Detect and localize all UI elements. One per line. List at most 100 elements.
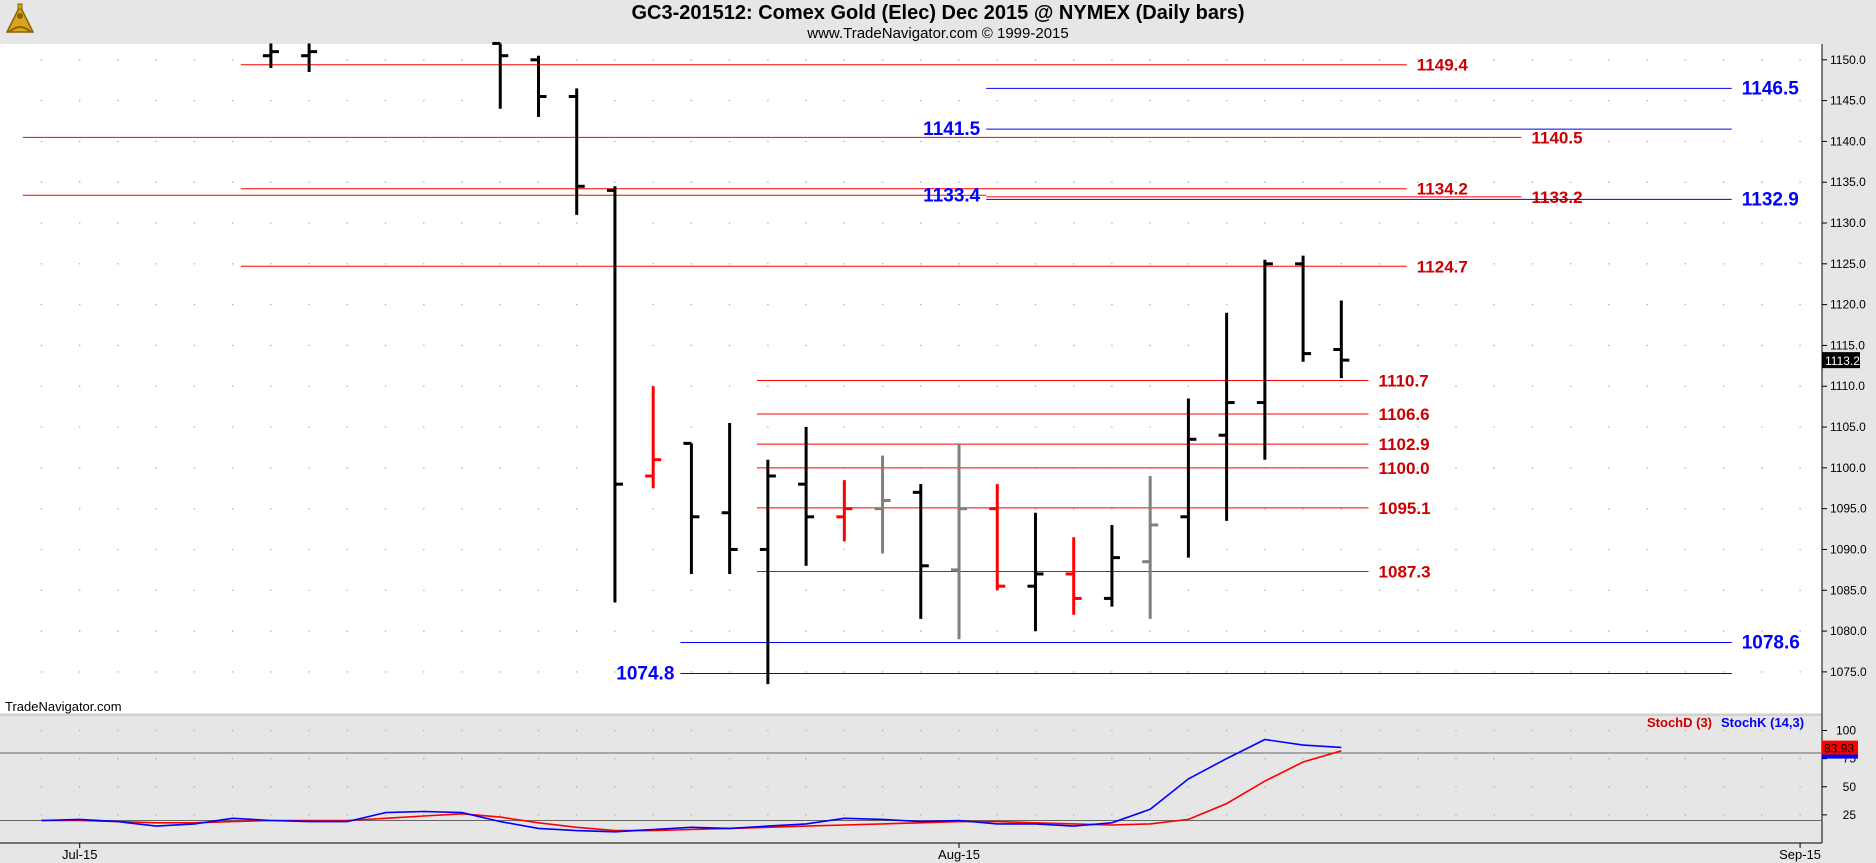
grid-dot	[423, 467, 425, 469]
grid-dot	[690, 589, 693, 592]
ohlc-bar	[951, 443, 968, 640]
grid-dot	[1531, 222, 1534, 224]
trade-navigator-logo[interactable]	[3, 2, 37, 41]
grid-dot	[843, 589, 846, 592]
grid-dot	[1722, 589, 1725, 592]
grid-dot	[1417, 140, 1419, 143]
grid-dot	[1225, 99, 1228, 102]
grid-dot	[1149, 630, 1151, 632]
grid-dot	[728, 344, 731, 347]
grid-dot	[805, 786, 807, 788]
grid-dot	[1340, 99, 1343, 102]
grid-dot	[346, 222, 349, 224]
grid-dot	[384, 303, 387, 306]
stoch-series-line	[41, 738, 1342, 833]
grid-dot	[1455, 814, 1457, 816]
stoch-last-box	[1822, 740, 1858, 757]
grid-dot	[78, 303, 81, 306]
grid-dot	[1302, 630, 1304, 632]
grid-dot	[1225, 263, 1228, 265]
grid-dot	[690, 222, 693, 224]
grid-dot	[1378, 99, 1381, 102]
grid-dot	[1187, 589, 1190, 592]
grid-dot	[461, 344, 463, 347]
grid-dot	[1302, 99, 1304, 102]
grid-dot	[78, 671, 81, 673]
grid-dot	[575, 786, 578, 788]
grid-dot	[843, 99, 846, 102]
grid-dot	[1722, 729, 1725, 732]
grid-dot	[193, 467, 196, 469]
grid-dot	[1608, 814, 1610, 816]
grid-dot	[1608, 59, 1610, 61]
grid-dot	[996, 181, 998, 183]
grid-dot	[1646, 181, 1648, 183]
grid-dot	[996, 344, 998, 347]
grid-dot	[1378, 344, 1381, 347]
grid-dot	[996, 729, 998, 732]
grid-dot	[690, 181, 693, 183]
grid-dot	[461, 59, 463, 61]
grid-dot	[1455, 140, 1457, 143]
level-label: 1087.3	[1379, 563, 1431, 582]
grid-dot	[78, 507, 81, 510]
plot-area	[0, 44, 1822, 713]
grid-dot	[1225, 140, 1228, 143]
grid-dot	[1646, 222, 1648, 224]
grid-dot	[1684, 548, 1687, 551]
ohlc-bar	[1218, 312, 1235, 521]
grid-dot	[575, 344, 578, 347]
grid-dot	[499, 303, 502, 306]
grid-dot	[423, 786, 425, 788]
grid-dot	[1149, 757, 1151, 760]
grid-dot	[1608, 757, 1610, 760]
grid-dot	[499, 630, 502, 632]
grid-dot	[193, 426, 196, 428]
grid-dot	[461, 222, 463, 224]
grid-dot	[1761, 426, 1763, 428]
grid-dot	[881, 589, 884, 592]
price-tick-label: 1105.0	[1830, 420, 1866, 434]
chart-title: GC3-201512: Comex Gold (Elec) Dec 2015 @…	[631, 2, 1245, 24]
grid-dot	[1149, 59, 1151, 61]
grid-dot	[1684, 757, 1687, 760]
grid-dot	[1264, 589, 1266, 592]
grid-dot	[1378, 303, 1381, 306]
grid-dot	[1684, 630, 1687, 632]
grid-dot	[690, 814, 693, 816]
grid-dot	[423, 140, 425, 143]
grid-dot	[1608, 671, 1610, 673]
grid-dot	[1684, 729, 1687, 732]
grid-dot	[1608, 99, 1610, 102]
grid-dot	[1264, 729, 1266, 732]
grid-dot	[461, 671, 463, 673]
grid-dot	[1799, 385, 1801, 388]
grid-dot	[270, 385, 272, 388]
grid-dot	[652, 140, 654, 143]
grid-dot	[423, 548, 425, 551]
grid-dot	[384, 630, 387, 632]
grid-dot	[423, 507, 425, 510]
grid-dot	[1493, 263, 1495, 265]
grid-dot	[805, 140, 807, 143]
grid-dot	[1569, 222, 1572, 224]
grid-dot	[920, 630, 922, 632]
grid-dot	[996, 263, 998, 265]
grid-dot	[1684, 99, 1687, 102]
grid-dot	[1531, 99, 1534, 102]
date-tick-label: Jul-15	[62, 847, 97, 862]
grid-dot	[346, 303, 349, 306]
grid-dot	[843, 140, 846, 143]
grid-dot	[270, 630, 272, 632]
grid-dot	[958, 671, 960, 673]
stoch-series-line	[41, 750, 1342, 832]
ohlc-bar	[836, 480, 853, 542]
grid-dot	[652, 181, 654, 183]
grid-dot	[805, 385, 807, 388]
grid-dot	[690, 630, 693, 632]
grid-dot	[1722, 99, 1725, 102]
ohlc-bar	[1180, 398, 1197, 558]
ohlc-bar	[568, 88, 585, 215]
grid-dot	[805, 814, 807, 816]
